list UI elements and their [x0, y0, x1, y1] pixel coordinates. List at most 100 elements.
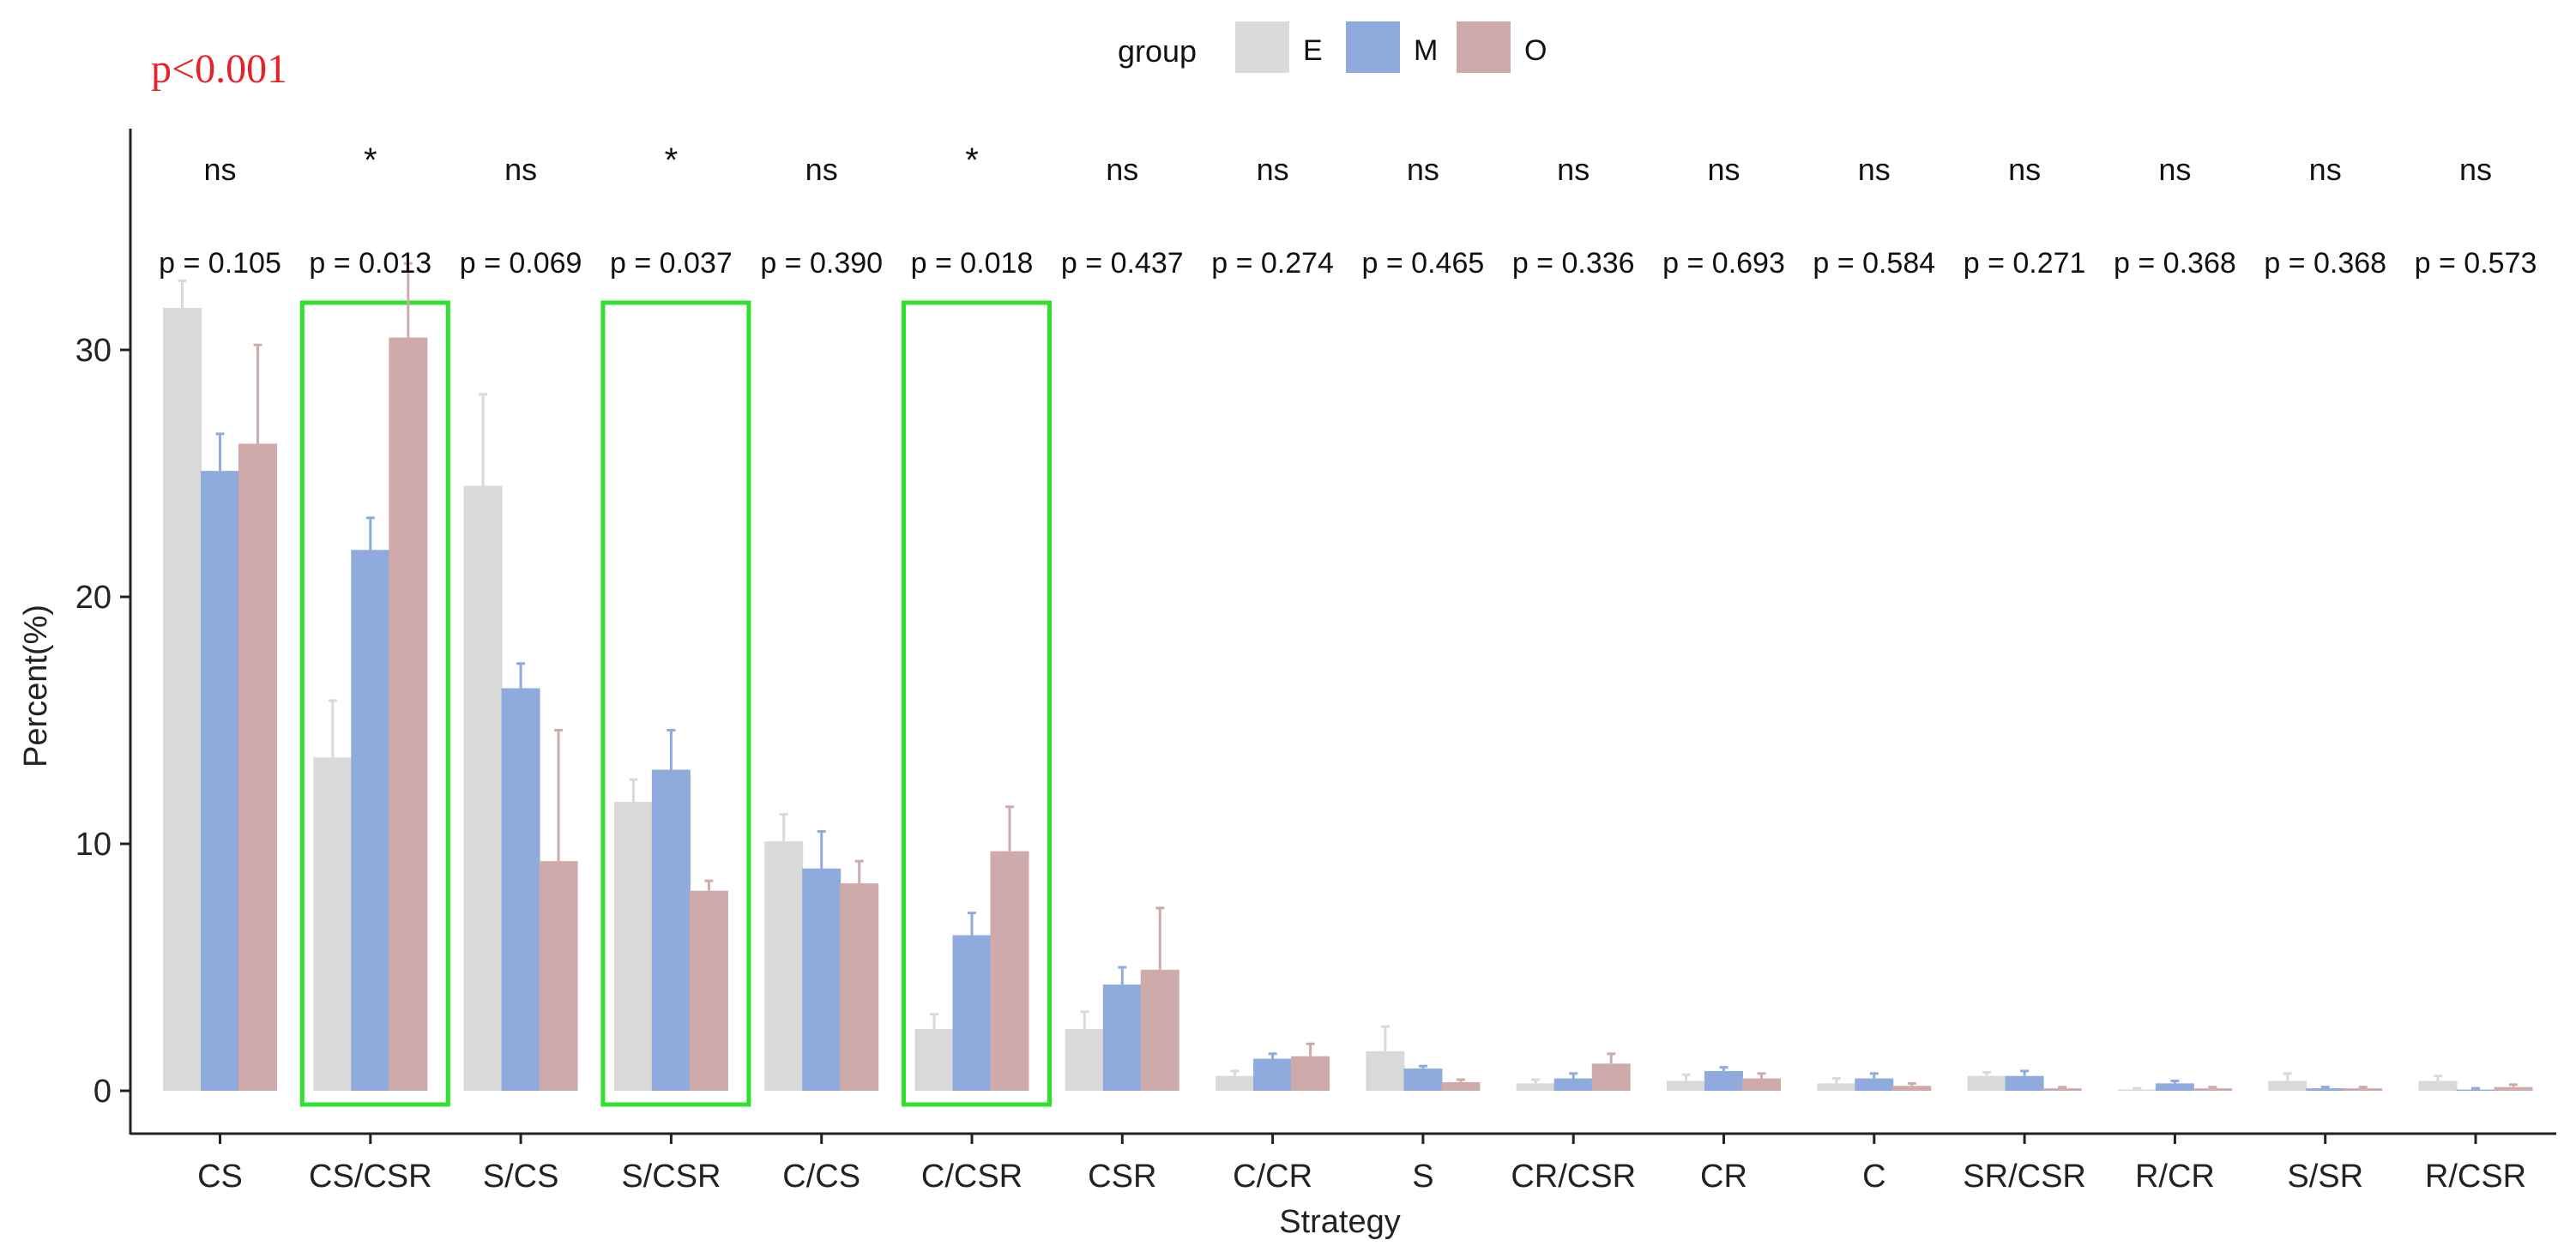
bars	[163, 308, 2533, 1092]
significance-s-cs: ns	[504, 152, 537, 187]
bar-o-cr-csr	[1591, 1063, 1631, 1091]
y-tick-label: 20	[75, 580, 112, 616]
x-tick-label-cr: CR	[1700, 1159, 1747, 1195]
significance-cs: ns	[203, 152, 236, 187]
significance-c-cr: ns	[1257, 152, 1289, 187]
bar-m-cs	[201, 471, 239, 1091]
y-axis-ticks: 0 10 20 30	[75, 333, 130, 1110]
bar-e-sr-csr	[1967, 1075, 2006, 1091]
p-value-labels: p = 0.105 p = 0.013 p = 0.069 p = 0.037 p = …	[159, 247, 2537, 280]
bar-m-cr-csr	[1553, 1078, 1593, 1091]
bar-o-s-sr	[2344, 1088, 2383, 1091]
bar-m-cs-csr	[351, 550, 390, 1091]
highlight-box-cs-csr	[299, 300, 450, 1107]
x-tick-label-c-cs: C/CS	[782, 1159, 860, 1195]
x-tick-label-s-cs: S/CS	[483, 1159, 559, 1195]
bar-e-c-csr	[914, 1029, 954, 1091]
bar-e-r-csr	[2418, 1080, 2458, 1091]
significance-cs-csr: *	[364, 141, 377, 179]
bar-e-csr	[1065, 1029, 1104, 1091]
bar-m-r-csr	[2456, 1089, 2495, 1091]
bar-m-c	[1855, 1078, 1894, 1091]
p-value-s-sr: p = 0.368	[2264, 247, 2386, 280]
bar-o-c-cs	[840, 883, 879, 1091]
bar-e-cr	[1667, 1080, 1705, 1091]
legend-swatch-m	[1346, 21, 1400, 73]
bar-e-cr-csr	[1516, 1083, 1555, 1091]
significance-cr-csr: ns	[1557, 152, 1590, 187]
p-value-r-csr: p = 0.573	[2415, 247, 2537, 280]
x-axis-title: Strategy	[1279, 1204, 1401, 1240]
plot-area: 0 10 20 30 p = 0.105 p = 0.013 p = 0.069 p = 0…	[75, 129, 2556, 1195]
x-tick-label-c-csr: C/CSR	[921, 1159, 1023, 1195]
bar-e-s-sr	[2268, 1080, 2308, 1091]
x-tick-label-s: S	[1412, 1159, 1433, 1195]
x-axis-ticks: CS CS/CSR S/CS S/CSR C/CS C/CSR CSR C/CR S CR/CSR…	[197, 1134, 2526, 1195]
bar-m-s-cs	[501, 688, 540, 1091]
x-tick-label-cr-csr: CR/CSR	[1511, 1159, 1636, 1195]
x-tick-label-cs: CS	[197, 1159, 243, 1195]
legend-label-e: E	[1303, 34, 1323, 67]
highlight-box-s-csr	[600, 300, 751, 1107]
p-value-r-cr: p = 0.368	[2114, 247, 2236, 280]
y-tick-label: 30	[75, 333, 112, 369]
bar-e-c	[1817, 1083, 1856, 1091]
p-value-cs-csr: p = 0.013	[309, 247, 431, 280]
overall-p-value: p<0.001	[151, 46, 287, 92]
bar-e-r-cr	[2117, 1089, 2157, 1091]
significance-cr: ns	[1707, 152, 1740, 187]
bar-o-csr	[1140, 969, 1179, 1091]
significance-c-csr: *	[965, 141, 979, 179]
x-tick-label-c-cr: C/CR	[1233, 1159, 1312, 1195]
x-tick-label-csr: CSR	[1088, 1159, 1156, 1195]
bar-m-c-cr	[1253, 1058, 1293, 1091]
x-tick-label-r-csr: R/CSR	[2425, 1159, 2526, 1195]
legend-title: group	[1118, 33, 1197, 69]
legend-swatch-o	[1457, 21, 1511, 73]
bar-o-c-csr	[990, 851, 1029, 1091]
bar-o-cr	[1742, 1078, 1781, 1091]
legend-swatch-e	[1235, 21, 1289, 73]
p-value-s-csr: p = 0.037	[610, 247, 733, 280]
bar-e-cs-csr	[313, 757, 353, 1091]
p-value-cr: p = 0.693	[1662, 247, 1785, 280]
bar-e-s-csr	[613, 802, 653, 1091]
legend: group E M O	[1118, 21, 1547, 73]
legend-label-o: O	[1524, 34, 1547, 67]
significance-s: ns	[1407, 152, 1439, 187]
p-value-cr-csr: p = 0.336	[1512, 247, 1635, 280]
y-tick-label: 10	[75, 827, 112, 863]
bar-o-s-csr	[689, 890, 728, 1091]
bar-o-r-cr	[2193, 1088, 2232, 1091]
bar-m-c-csr	[952, 935, 992, 1091]
bar-o-s-cs	[539, 861, 578, 1091]
bar-e-c-cr	[1216, 1075, 1255, 1091]
bar-o-cs-csr	[389, 337, 428, 1092]
p-value-c-cs: p = 0.390	[760, 247, 883, 280]
bar-e-s-cs	[463, 485, 503, 1091]
significance-sr-csr: ns	[2008, 152, 2041, 187]
bar-o-s	[1441, 1081, 1481, 1091]
highlight-box-c-csr	[902, 300, 1052, 1107]
y-axis-title: Percent(%)	[18, 605, 54, 767]
bar-m-cr	[1704, 1070, 1743, 1091]
p-value-c-cr: p = 0.274	[1211, 247, 1334, 280]
bar-e-c-cs	[764, 841, 804, 1091]
p-value-sr-csr: p = 0.271	[1964, 247, 2086, 280]
highlight-boxes	[299, 300, 1052, 1107]
significance-labels: ns * ns * ns * ns ns ns ns ns ns ns ns ns ns	[203, 141, 2492, 187]
bar-o-c-cr	[1291, 1056, 1330, 1091]
x-tick-label-r-cr: R/CR	[2135, 1159, 2215, 1195]
x-tick-label-s-csr: S/CSR	[621, 1159, 721, 1195]
bar-m-s-sr	[2306, 1088, 2345, 1091]
y-tick-label: 0	[94, 1074, 112, 1110]
significance-c-cs: ns	[805, 152, 838, 187]
significance-r-cr: ns	[2158, 152, 2191, 187]
bar-m-s-csr	[651, 769, 691, 1091]
bar-o-cs	[238, 443, 277, 1091]
p-value-c: p = 0.584	[1813, 247, 1935, 280]
bar-o-c	[1892, 1086, 1932, 1091]
significance-s-sr: ns	[2309, 152, 2342, 187]
bar-m-sr-csr	[2005, 1075, 2044, 1091]
